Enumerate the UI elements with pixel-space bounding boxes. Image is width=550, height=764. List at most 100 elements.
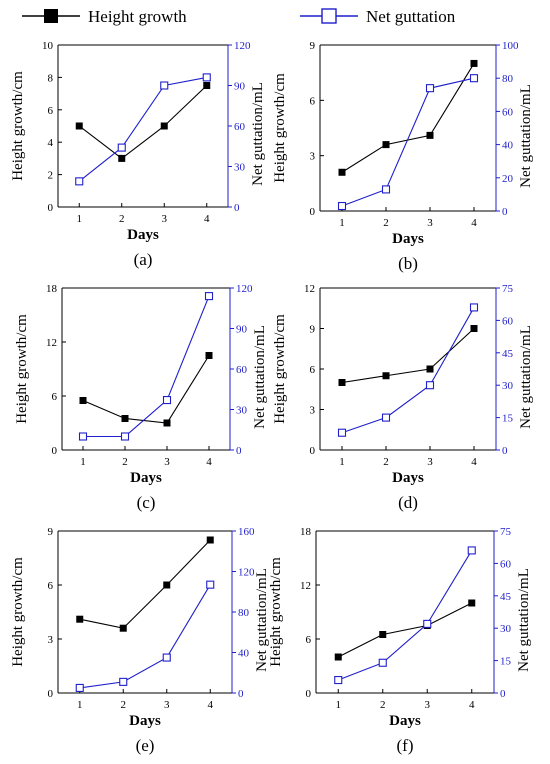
height-series-line xyxy=(78,85,208,160)
left-tick-label: 9 xyxy=(310,40,316,52)
left-axis-label: Height growth/cm xyxy=(272,73,288,183)
x-tick-label: 3 xyxy=(164,699,170,711)
panel-label: (a) xyxy=(134,250,153,269)
right-axis-label: Net guttation/mL xyxy=(516,568,532,672)
guttation-point xyxy=(469,303,479,312)
guttation-point xyxy=(206,580,215,589)
right-tick-label: 100 xyxy=(502,40,519,52)
right-tick-label: 60 xyxy=(236,364,248,376)
height-point xyxy=(382,141,390,149)
right-tick-label: 0 xyxy=(234,202,240,214)
guttation-point xyxy=(381,185,391,194)
left-tick-label: 0 xyxy=(48,202,54,214)
left-tick-label: 9 xyxy=(48,526,54,538)
height-point xyxy=(426,131,434,139)
guttation-point xyxy=(425,84,435,93)
guttation-series-line xyxy=(78,76,207,182)
x-axis-label: Days xyxy=(130,470,162,486)
left-tick-label: 0 xyxy=(52,445,58,457)
guttation-point xyxy=(78,432,88,441)
left-tick-label: 0 xyxy=(310,445,316,457)
left-tick-label: 6 xyxy=(48,580,54,592)
x-tick-label: 4 xyxy=(469,699,475,711)
x-tick-label: 1 xyxy=(80,456,86,468)
x-tick-label: 4 xyxy=(471,217,477,229)
right-tick-label: 90 xyxy=(236,324,248,336)
height-series-line xyxy=(82,355,210,424)
left-tick-label: 8 xyxy=(48,72,54,84)
legend-guttation-marker xyxy=(321,8,337,24)
left-axis-label: Height growth/cm xyxy=(14,314,30,424)
right-tick-label: 40 xyxy=(238,648,250,660)
right-axis-label: Net guttation/mL xyxy=(250,82,266,186)
right-axis-label: Net guttation/mL xyxy=(518,84,534,188)
x-tick-label: 1 xyxy=(77,699,83,711)
panel-label: (b) xyxy=(398,254,418,273)
right-tick-label: 15 xyxy=(502,413,514,425)
guttation-point xyxy=(469,74,479,83)
guttation-point xyxy=(119,677,128,686)
left-tick-label: 4 xyxy=(48,137,54,149)
left-tick-label: 0 xyxy=(310,206,316,218)
height-point xyxy=(75,122,83,130)
right-tick-label: 120 xyxy=(238,567,255,579)
x-tick-label: 2 xyxy=(383,217,389,229)
x-tick-label: 2 xyxy=(121,699,127,711)
height-point xyxy=(382,372,390,380)
left-tick-label: 6 xyxy=(48,105,54,117)
right-tick-label: 90 xyxy=(234,81,246,93)
right-tick-label: 75 xyxy=(500,526,512,538)
height-point xyxy=(163,581,171,589)
x-axis-label: Days xyxy=(389,713,421,729)
right-tick-label: 0 xyxy=(236,445,242,457)
panel-label: (c) xyxy=(137,493,156,512)
right-tick-label: 30 xyxy=(500,623,512,635)
panel-label: (f) xyxy=(397,736,414,755)
left-tick-label: 3 xyxy=(310,405,316,417)
height-point xyxy=(470,325,478,332)
x-axis-label: Days xyxy=(129,713,161,729)
right-tick-label: 45 xyxy=(502,348,514,360)
guttation-point xyxy=(75,177,84,186)
right-tick-label: 80 xyxy=(502,73,514,85)
x-axis-label: Days xyxy=(392,470,424,486)
left-axis-label: Height growth/cm xyxy=(10,557,26,667)
left-axis-label: Height growth/cm xyxy=(268,557,284,667)
height-point xyxy=(334,653,342,661)
guttation-point xyxy=(117,143,126,152)
right-tick-label: 160 xyxy=(238,526,255,538)
right-axis-label: Net guttation/mL xyxy=(254,568,270,672)
left-tick-label: 6 xyxy=(306,634,312,646)
left-tick-label: 3 xyxy=(310,151,316,163)
guttation-point xyxy=(337,201,347,211)
panel-label: (d) xyxy=(398,493,418,512)
guttation-point xyxy=(467,546,476,555)
guttation-point xyxy=(425,381,435,390)
left-tick-label: 18 xyxy=(300,526,312,538)
left-tick-label: 18 xyxy=(46,283,58,295)
x-tick-label: 3 xyxy=(425,699,431,711)
right-tick-label: 75 xyxy=(502,283,514,295)
right-tick-label: 80 xyxy=(238,607,250,619)
left-tick-label: 12 xyxy=(300,580,311,592)
right-tick-label: 30 xyxy=(502,380,514,392)
guttation-point xyxy=(378,658,387,667)
height-point xyxy=(79,397,87,404)
left-tick-label: 12 xyxy=(304,283,315,295)
height-point xyxy=(468,599,476,607)
right-axis-label: Net guttation/mL xyxy=(252,325,268,429)
right-tick-label: 45 xyxy=(500,591,512,603)
right-tick-label: 0 xyxy=(238,688,244,700)
height-point xyxy=(338,379,346,386)
legend-height-marker xyxy=(44,9,58,23)
height-point xyxy=(160,122,168,130)
x-axis-label: Days xyxy=(392,231,424,247)
height-point xyxy=(338,168,346,176)
panel-1: 0 2 4 6 8 10 0 30 60 90 120 1 2 3 4 Days Height growth/c… xyxy=(10,40,266,269)
x-tick-label: 2 xyxy=(380,699,386,711)
x-tick-label: 4 xyxy=(204,213,210,225)
right-tick-label: 30 xyxy=(236,405,248,417)
legend-guttation-label: Net guttation xyxy=(366,7,456,26)
x-axis-label: Days xyxy=(127,227,159,243)
